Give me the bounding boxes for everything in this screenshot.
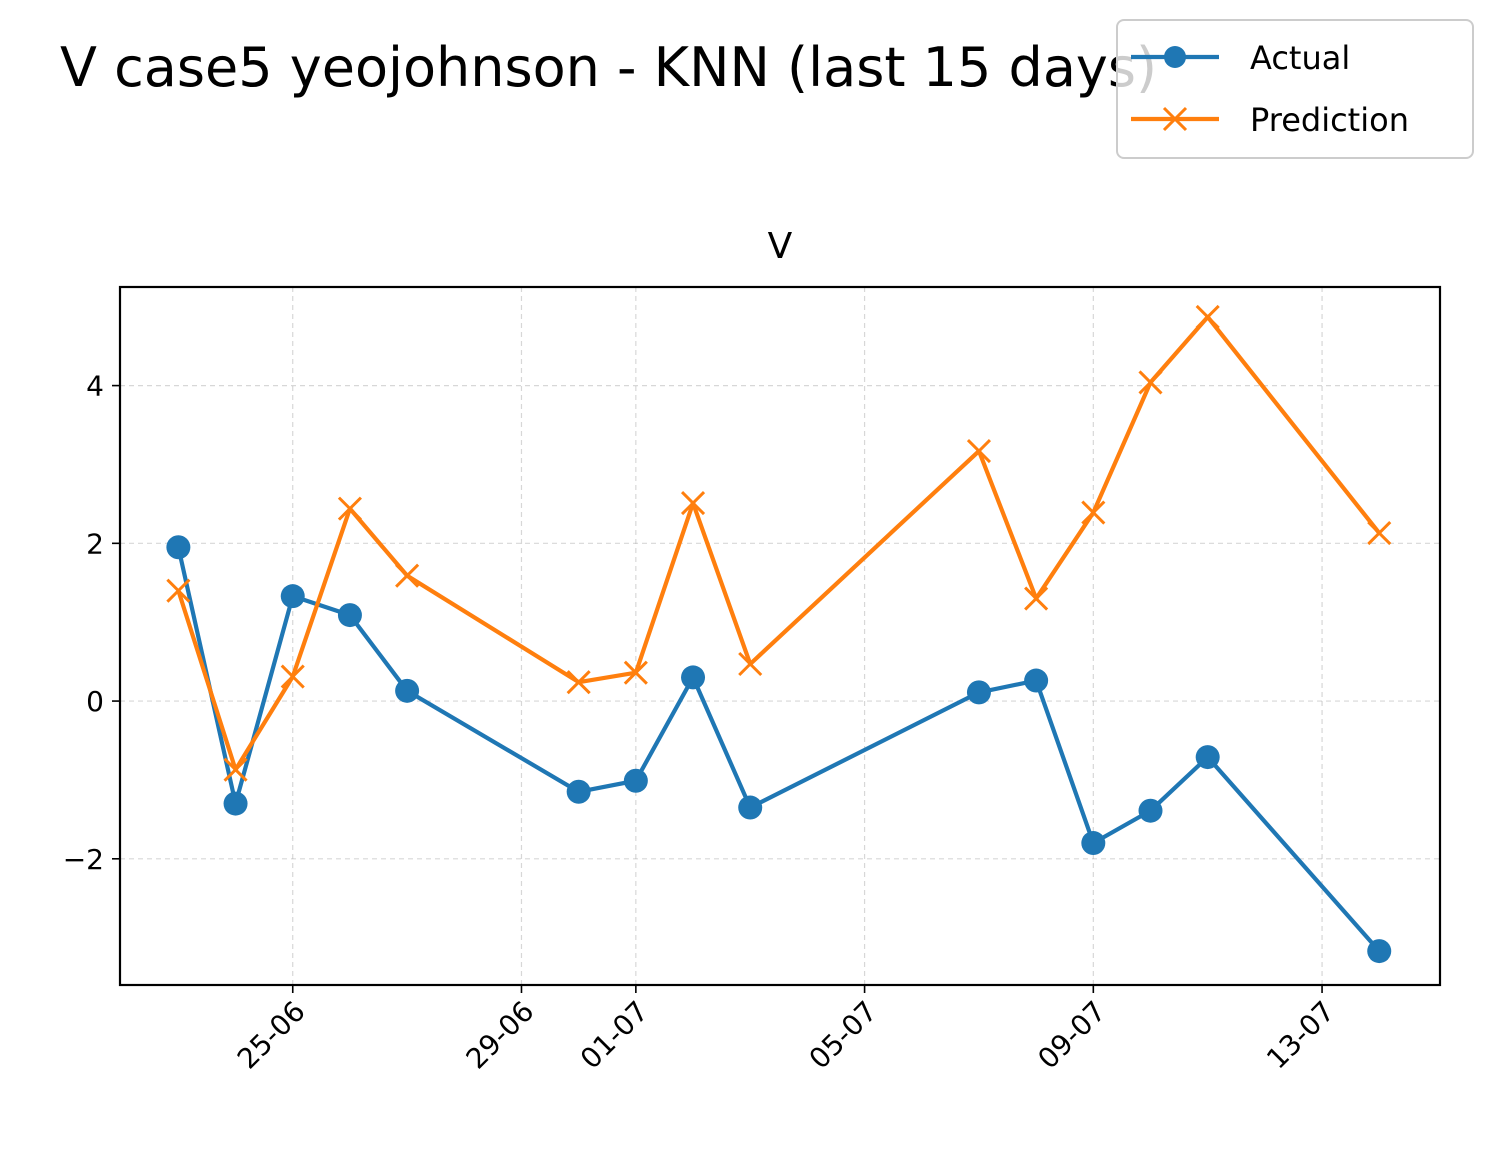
data-point-prediction <box>223 757 248 782</box>
data-point-actual <box>623 768 648 793</box>
data-point-prediction <box>1081 500 1106 525</box>
data-series <box>166 304 1392 964</box>
data-point-actual <box>1081 831 1106 856</box>
y-tick-label: 2 <box>86 527 104 560</box>
data-point-actual <box>1024 668 1049 693</box>
data-point-actual <box>966 680 991 705</box>
data-point-prediction <box>1138 370 1163 395</box>
data-point-actual <box>566 779 591 804</box>
data-point-prediction <box>280 664 305 689</box>
series-actual <box>166 535 1392 964</box>
y-tick-label: 0 <box>86 685 104 718</box>
legend-entry-prediction: Prediction <box>1131 101 1409 139</box>
data-point-prediction <box>738 651 763 677</box>
data-point-prediction <box>337 496 362 521</box>
data-point-actual <box>337 603 362 628</box>
data-point-prediction <box>395 563 420 588</box>
legend-marker-prediction <box>1162 106 1188 132</box>
data-point-prediction <box>1024 586 1049 611</box>
data-point-actual <box>1367 939 1392 964</box>
data-point-prediction <box>680 491 706 516</box>
legend-box <box>1116 19 1474 159</box>
y-tick-label: 4 <box>86 370 104 403</box>
legend: Actual Prediction <box>1116 19 1474 159</box>
data-point-prediction <box>1367 521 1392 546</box>
data-point-actual <box>280 584 305 609</box>
data-point-actual <box>166 535 191 560</box>
data-point-prediction <box>1195 304 1220 330</box>
legend-marker-actual <box>1164 46 1186 68</box>
data-point-actual <box>395 678 420 703</box>
series-prediction <box>166 304 1392 782</box>
plot-area-frame <box>118 285 1442 987</box>
data-point-prediction <box>566 670 591 695</box>
data-point-actual <box>738 795 763 820</box>
axes-title: V <box>768 226 793 267</box>
data-point-prediction <box>966 438 992 464</box>
data-point-actual <box>1138 798 1163 823</box>
legend-label-prediction: Prediction <box>1250 101 1409 139</box>
data-point-actual <box>1195 745 1220 770</box>
y-tick-label: −2 <box>63 843 104 876</box>
data-point-prediction <box>623 660 648 685</box>
figure-suptitle: V case5 yeojohnson - KNN (last 15 days) <box>60 36 1157 99</box>
data-point-actual <box>223 791 248 816</box>
legend-label-actual: Actual <box>1250 39 1350 77</box>
legend-entry-actual: Actual <box>1131 39 1350 77</box>
y-axis: −2 0 2 4 <box>63 370 120 876</box>
data-point-prediction <box>166 578 191 603</box>
data-point-actual <box>681 665 706 690</box>
